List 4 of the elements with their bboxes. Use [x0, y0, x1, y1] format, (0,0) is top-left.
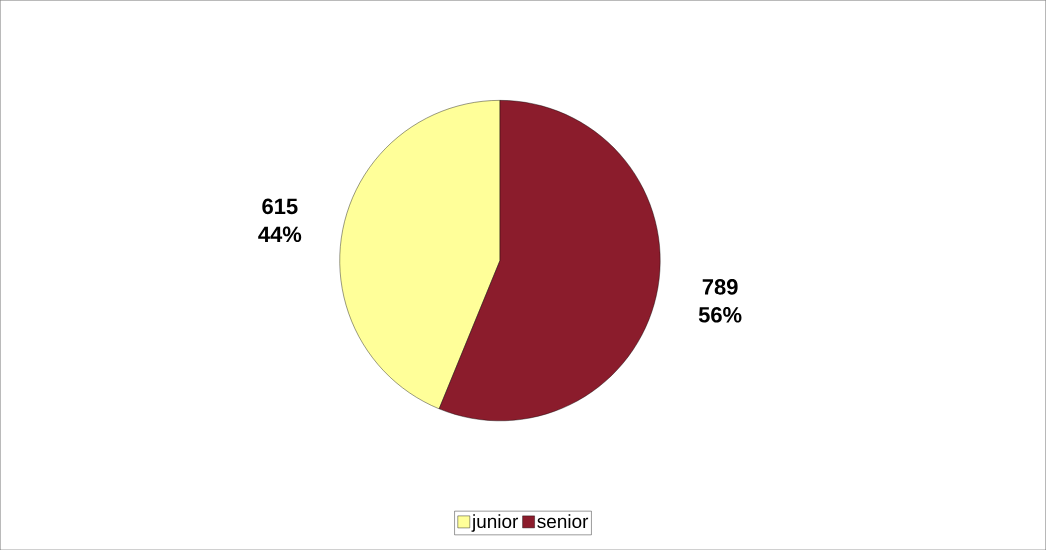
data-label: 789 56%	[698, 278, 742, 323]
data-label: 615 44%	[258, 198, 302, 242]
legend-label: junior	[471, 514, 519, 532]
legend-label: senior	[537, 514, 589, 528]
